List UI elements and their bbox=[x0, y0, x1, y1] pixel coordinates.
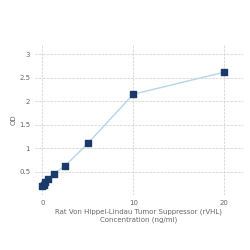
Point bbox=[43, 180, 47, 184]
X-axis label: Rat Von Hippel-Lindau Tumor Suppressor (rVHL)
Concentration (ng/ml): Rat Von Hippel-Lindau Tumor Suppressor (… bbox=[55, 209, 222, 223]
Point bbox=[222, 70, 226, 74]
Point bbox=[63, 164, 67, 168]
Point bbox=[40, 184, 44, 188]
Y-axis label: OD: OD bbox=[10, 115, 16, 125]
Point bbox=[131, 92, 135, 96]
Point bbox=[42, 183, 46, 187]
Point bbox=[86, 142, 90, 146]
Point bbox=[52, 172, 56, 176]
Point bbox=[46, 176, 50, 180]
